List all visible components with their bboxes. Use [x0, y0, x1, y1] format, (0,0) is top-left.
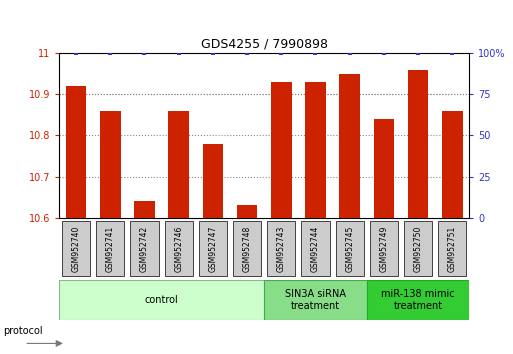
FancyBboxPatch shape — [267, 222, 295, 276]
FancyBboxPatch shape — [59, 280, 264, 320]
FancyBboxPatch shape — [62, 222, 90, 276]
FancyBboxPatch shape — [233, 222, 261, 276]
Text: GSM952749: GSM952749 — [380, 225, 388, 272]
Bar — [373, 119, 394, 218]
Text: miR-138 mimic
treatment: miR-138 mimic treatment — [381, 289, 455, 311]
Bar — [237, 205, 258, 218]
FancyBboxPatch shape — [96, 222, 124, 276]
Bar — [100, 111, 121, 218]
Bar — [340, 74, 360, 218]
Text: protocol: protocol — [4, 326, 43, 336]
Text: GSM952744: GSM952744 — [311, 225, 320, 272]
Title: GDS4255 / 7990898: GDS4255 / 7990898 — [201, 38, 328, 51]
Text: GSM952742: GSM952742 — [140, 225, 149, 272]
Bar — [271, 82, 291, 218]
Bar — [305, 82, 326, 218]
FancyBboxPatch shape — [165, 222, 193, 276]
FancyBboxPatch shape — [367, 280, 469, 320]
Bar — [442, 111, 463, 218]
Text: control: control — [145, 295, 179, 305]
FancyBboxPatch shape — [438, 222, 466, 276]
Text: GSM952748: GSM952748 — [243, 225, 251, 272]
FancyBboxPatch shape — [264, 280, 367, 320]
Bar — [134, 201, 155, 218]
FancyBboxPatch shape — [404, 222, 432, 276]
Text: SIN3A siRNA
treatment: SIN3A siRNA treatment — [285, 289, 346, 311]
Text: GSM952747: GSM952747 — [208, 225, 218, 272]
Text: GSM952743: GSM952743 — [277, 225, 286, 272]
Bar — [203, 144, 223, 218]
Bar — [168, 111, 189, 218]
FancyBboxPatch shape — [336, 222, 364, 276]
Text: GSM952746: GSM952746 — [174, 225, 183, 272]
Bar — [66, 86, 86, 218]
Bar — [408, 69, 428, 218]
Text: GSM952751: GSM952751 — [448, 225, 457, 272]
Text: GSM952745: GSM952745 — [345, 225, 354, 272]
FancyBboxPatch shape — [199, 222, 227, 276]
FancyBboxPatch shape — [302, 222, 329, 276]
FancyBboxPatch shape — [130, 222, 159, 276]
FancyBboxPatch shape — [370, 222, 398, 276]
Text: GSM952750: GSM952750 — [413, 225, 423, 272]
Text: GSM952740: GSM952740 — [72, 225, 81, 272]
Text: GSM952741: GSM952741 — [106, 225, 115, 272]
